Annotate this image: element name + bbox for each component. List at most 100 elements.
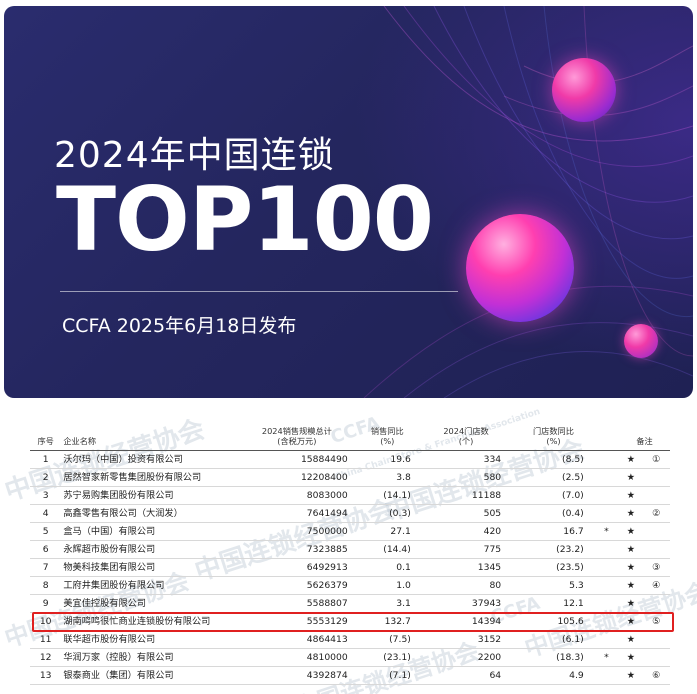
stores-cell: 505 <box>428 504 522 523</box>
sales-yoy-cell: (7.5) <box>361 630 429 649</box>
stores-yoy-cell: (2.5) <box>521 468 594 487</box>
star-icon: ★ <box>619 630 643 649</box>
rank-cell: 7 <box>30 558 62 577</box>
sales-yoy-cell: 1.0 <box>361 576 429 595</box>
rank-cell: 4 <box>30 504 62 523</box>
company-name-cell: 苏宁易购集团股份有限公司 <box>61 486 245 505</box>
stores-cell: 580 <box>428 468 522 487</box>
sales-cell: 12208400 <box>244 468 362 487</box>
company-name-cell: 高鑫零售有限公司（大润发） <box>61 504 245 523</box>
rank-cell: 6 <box>30 540 62 559</box>
header-rank: 序号 <box>30 420 62 451</box>
header-company-name: 企业名称 <box>61 420 245 451</box>
report-banner: 2024年中国连锁 TOP100 CCFA 2025年6月18日发布 <box>4 6 693 398</box>
note-cell <box>642 594 670 613</box>
note-cell: ① <box>642 450 670 469</box>
sales-cell: 5588807 <box>244 594 362 613</box>
mark-cell: * <box>593 648 620 667</box>
rank-cell: 13 <box>30 666 62 685</box>
sales-yoy-cell: (14.4) <box>361 540 429 559</box>
company-name-cell: 银泰商业（集团）有限公司 <box>61 666 245 685</box>
sales-yoy-cell: 19.6 <box>361 450 429 469</box>
sales-yoy-cell: (0.3) <box>361 504 429 523</box>
note-cell <box>642 540 670 559</box>
company-name-cell: 沃尔玛（中国）投资有限公司 <box>61 450 245 469</box>
stores-cell: 3152 <box>428 630 522 649</box>
stores-cell: 2200 <box>428 648 522 667</box>
company-name-cell: 盒马（中国）有限公司 <box>61 522 245 541</box>
mark-cell <box>593 468 620 487</box>
banner-subtitle: CCFA 2025年6月18日发布 <box>62 315 297 337</box>
note-cell <box>642 522 670 541</box>
mark-cell <box>593 558 620 577</box>
ranking-table-section: 中国连锁经营协会 China Chain Store & Franchise A… <box>0 400 697 694</box>
stores-yoy-cell: (6.1) <box>521 630 594 649</box>
note-cell: ③ <box>642 558 670 577</box>
stores-yoy-cell: (18.3) <box>521 648 594 667</box>
rank-cell: 11 <box>30 630 62 649</box>
star-icon: ★ <box>619 468 643 487</box>
company-name-cell: 工府井集团股份有限公司 <box>61 576 245 595</box>
rank-cell: 9 <box>30 594 62 613</box>
sales-yoy-cell: (23.1) <box>361 648 429 667</box>
sales-cell: 5626379 <box>244 576 362 595</box>
sales-yoy-cell: 3.1 <box>361 594 429 613</box>
note-cell: ⑥ <box>642 666 670 685</box>
note-cell <box>642 648 670 667</box>
company-name-cell: 居然智家新零售集团股份有限公司 <box>61 468 245 487</box>
stores-cell: 775 <box>428 540 522 559</box>
ranking-table: 序号 企业名称 2024销售规模总计 (含税万元) 销售同比 (%) 2024门… <box>30 420 670 685</box>
sales-yoy-cell: 3.8 <box>361 468 429 487</box>
sales-cell: 8083000 <box>244 486 362 505</box>
table-row: 12 华润万家（控股）有限公司 4810000 (23.1) 2200 (18.3) * ★ <box>30 648 670 667</box>
star-icon: ★ <box>619 540 643 559</box>
header-stores: 2024门店数 (个) <box>428 420 522 451</box>
note-cell: ④ <box>642 576 670 595</box>
stores-cell: 64 <box>428 666 522 685</box>
stores-cell: 37943 <box>428 594 522 613</box>
table-row: 8 工府井集团股份有限公司 5626379 1.0 80 5.3 ★ ④ <box>30 576 670 595</box>
star-icon: ★ <box>619 576 643 595</box>
mark-cell <box>593 576 620 595</box>
header-sales-yoy: 销售同比 (%) <box>361 420 429 451</box>
star-icon: ★ <box>619 666 643 685</box>
table-row: 11 联华超市股份有限公司 4864413 (7.5) 3152 (6.1) ★ <box>30 630 670 649</box>
stores-cell: 1345 <box>428 558 522 577</box>
table-row: 2 居然智家新零售集团股份有限公司 12208400 3.8 580 (2.5) ★ <box>30 468 670 487</box>
highlight-box <box>32 611 674 632</box>
table-row: 6 永辉超市股份有限公司 7323885 (14.4) 775 (23.2) ★ <box>30 540 670 559</box>
stores-yoy-cell: (8.5) <box>521 450 594 469</box>
stores-yoy-cell: (0.4) <box>521 504 594 523</box>
sales-cell: 7500000 <box>244 522 362 541</box>
mark-cell: * <box>593 522 620 541</box>
company-name-cell: 联华超市股份有限公司 <box>61 630 245 649</box>
rank-cell: 12 <box>30 648 62 667</box>
banner-headline: TOP100 <box>56 168 434 271</box>
decorative-orb <box>466 214 574 322</box>
sales-cell: 4864413 <box>244 630 362 649</box>
table-row: 4 高鑫零售有限公司（大润发） 7641494 (0.3) 505 (0.4) ★ ② <box>30 504 670 523</box>
sales-yoy-cell: 27.1 <box>361 522 429 541</box>
banner-divider <box>60 291 458 292</box>
stores-yoy-cell: 16.7 <box>521 522 594 541</box>
sales-yoy-cell: (7.1) <box>361 666 429 685</box>
header-note: 备注 <box>619 420 670 451</box>
stores-yoy-cell: 5.3 <box>521 576 594 595</box>
sales-cell: 4392874 <box>244 666 362 685</box>
sales-yoy-cell: (14.1) <box>361 486 429 505</box>
stores-yoy-cell: (7.0) <box>521 486 594 505</box>
rank-cell: 2 <box>30 468 62 487</box>
star-icon: ★ <box>619 450 643 469</box>
star-icon: ★ <box>619 594 643 613</box>
rank-cell: 8 <box>30 576 62 595</box>
table-row: 5 盒马（中国）有限公司 7500000 27.1 420 16.7 * ★ <box>30 522 670 541</box>
company-name-cell: 物美科技集团有限公司 <box>61 558 245 577</box>
sales-cell: 4810000 <box>244 648 362 667</box>
header-stores-yoy: 门店数同比 (%) <box>521 420 594 451</box>
star-icon: ★ <box>619 486 643 505</box>
table-row: 1 沃尔玛（中国）投资有限公司 15884490 19.6 334 (8.5) ★ ① <box>30 450 670 469</box>
mark-cell <box>593 630 620 649</box>
table-row: 7 物美科技集团有限公司 6492913 0.1 1345 (23.5) ★ ③ <box>30 558 670 577</box>
rank-cell: 1 <box>30 450 62 469</box>
table-header-row: 序号 企业名称 2024销售规模总计 (含税万元) 销售同比 (%) 2024门… <box>30 420 670 451</box>
